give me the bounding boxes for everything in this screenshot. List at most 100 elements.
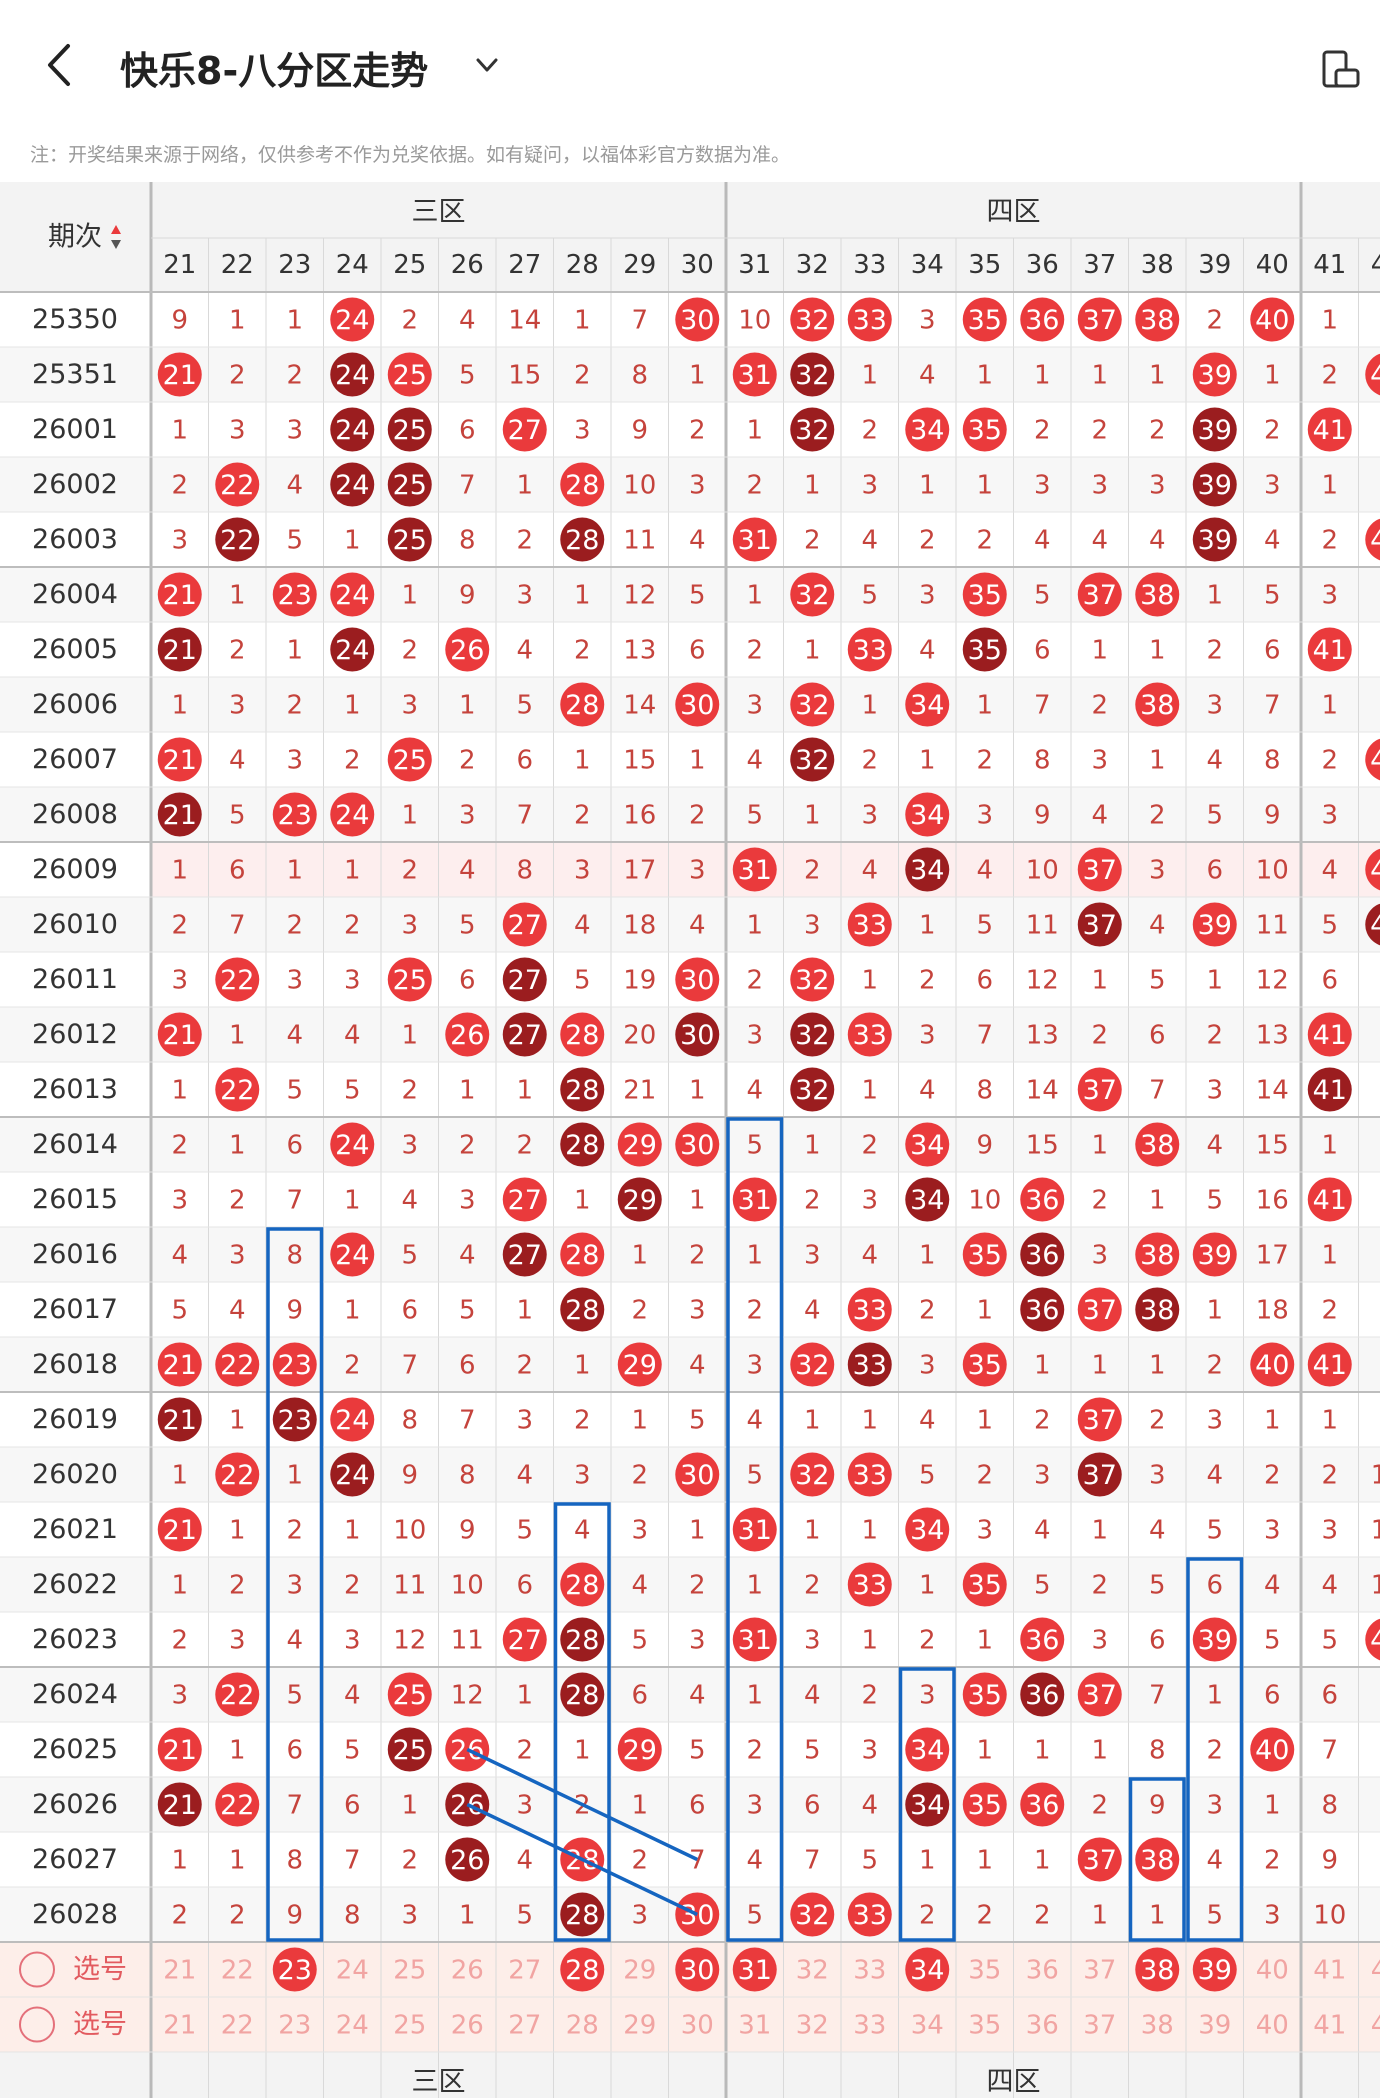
select-number[interactable]: 33 [853,1956,886,1986]
select-number[interactable]: 32 [796,1956,829,1986]
hit-number: 42 [1370,1625,1380,1656]
select-number[interactable]: 36 [1026,2011,1059,2041]
select-number[interactable]: 37 [1083,1956,1116,1986]
period-label: 26019 [32,1404,118,1435]
period-label: 26020 [32,1459,118,1490]
radio-circle-icon[interactable] [19,2006,55,2043]
device-rotate-icon[interactable] [1318,48,1362,92]
miss-count: 1 [804,801,821,831]
hit-number: 34 [910,690,944,721]
miss-count: 3 [459,1186,476,1216]
select-number[interactable]: 24 [336,2011,369,2041]
hit-number: 21 [163,1515,197,1546]
column-header: 34 [911,250,944,280]
miss-count: 10 [1371,1461,1380,1491]
select-number[interactable]: 22 [221,1956,254,1986]
picked-ball[interactable] [272,1947,317,1992]
select-number[interactable]: 35 [968,2011,1001,2041]
miss-count: 1 [919,471,936,501]
select-number[interactable]: 27 [508,2011,541,2041]
hit-number: 31 [738,1515,772,1546]
select-number[interactable]: 41 [1313,1956,1346,1986]
radio-circle-icon[interactable] [19,1951,55,1988]
miss-count: 3 [1091,471,1108,501]
select-number[interactable]: 42 [1371,2011,1380,2041]
miss-count: 2 [1091,1021,1108,1051]
chevron-down-icon[interactable] [472,50,502,80]
select-number[interactable]: 40 [1256,1956,1289,1986]
picked-ball[interactable] [1192,1947,1237,1992]
page-title[interactable]: 快乐8-八分区走势 [120,49,429,93]
back-arrow-icon[interactable] [40,40,80,90]
annotation-box [1186,1557,1244,1942]
hit-ball [330,572,375,617]
miss-count: 15 [1026,1131,1059,1161]
period-label: 26026 [32,1789,118,1820]
miss-count: 1 [689,1076,706,1106]
select-number[interactable]: 23 [278,2011,311,2041]
select-number[interactable]: 40 [1256,2011,1289,2041]
select-number[interactable]: 21 [163,2011,196,2041]
hit-number: 32 [795,1460,829,1491]
miss-count: 12 [451,1681,484,1711]
select-number[interactable]: 22 [221,2011,254,2041]
miss-count: 5 [746,1131,763,1161]
miss-count: 1 [516,1296,533,1326]
miss-count: 4 [689,911,706,941]
hit-ball [330,1397,375,1442]
hit-number: 21 [163,1790,197,1821]
sort-updown-icon[interactable] [111,225,121,249]
miss-count: 2 [1206,1351,1223,1381]
miss-count: 1 [401,801,418,831]
select-number[interactable]: 33 [853,2011,886,2041]
select-number[interactable]: 34 [911,2011,944,2041]
picked-ball[interactable] [905,1947,950,1992]
select-number[interactable]: 37 [1083,2011,1116,2041]
select-number[interactable]: 31 [738,2011,771,2041]
select-number[interactable]: 24 [336,1956,369,1986]
select-number[interactable]: 27 [508,1956,541,1986]
select-number[interactable]: 29 [623,2011,656,2041]
miss-count: 2 [171,911,188,941]
select-number[interactable]: 21 [163,1956,196,1986]
miss-count: 3 [1034,471,1051,501]
hit-number: 28 [565,1075,599,1106]
hit-ball [1077,1287,1122,1332]
miss-count: 9 [1149,1791,1166,1821]
hit-ball [962,1782,1007,1827]
picked-ball[interactable] [675,1947,720,1992]
select-number[interactable]: 25 [393,2011,426,2041]
select-number[interactable]: 26 [451,2011,484,2041]
hit-number: 28 [565,1570,599,1601]
miss-count: 7 [1034,691,1051,721]
select-number[interactable]: 39 [1198,2011,1231,2041]
select-number[interactable]: 25 [393,1956,426,1986]
hit-number: 42 [1370,910,1380,941]
miss-count: 3 [1206,1791,1223,1821]
miss-count: 4 [919,636,936,666]
select-number[interactable]: 41 [1313,2011,1346,2041]
hit-ball [847,1452,892,1497]
miss-count: 4 [1149,1516,1166,1546]
select-number[interactable]: 28 [566,2011,599,2041]
select-number[interactable]: 36 [1026,1956,1059,1986]
miss-count: 2 [861,746,878,776]
select-number[interactable]: 35 [968,1956,1001,1986]
picked-ball[interactable] [1135,1947,1180,1992]
select-number[interactable]: 42 [1371,1956,1380,1986]
select-number[interactable]: 26 [451,1956,484,1986]
miss-count: 2 [804,1571,821,1601]
select-number[interactable]: 30 [681,2011,714,2041]
miss-count: 3 [689,471,706,501]
picked-ball[interactable] [732,1947,777,1992]
hit-ball [962,627,1007,672]
miss-count: 16 [623,801,656,831]
picked-ball[interactable] [560,1947,605,1992]
select-number[interactable]: 32 [796,2011,829,2041]
hit-ball [272,792,317,837]
select-number[interactable]: 38 [1141,2011,1174,2041]
select-number[interactable]: 29 [623,1956,656,1986]
miss-count: 2 [574,801,591,831]
picked-number: 23 [278,1955,312,1986]
hit-ball [1250,1727,1295,1772]
